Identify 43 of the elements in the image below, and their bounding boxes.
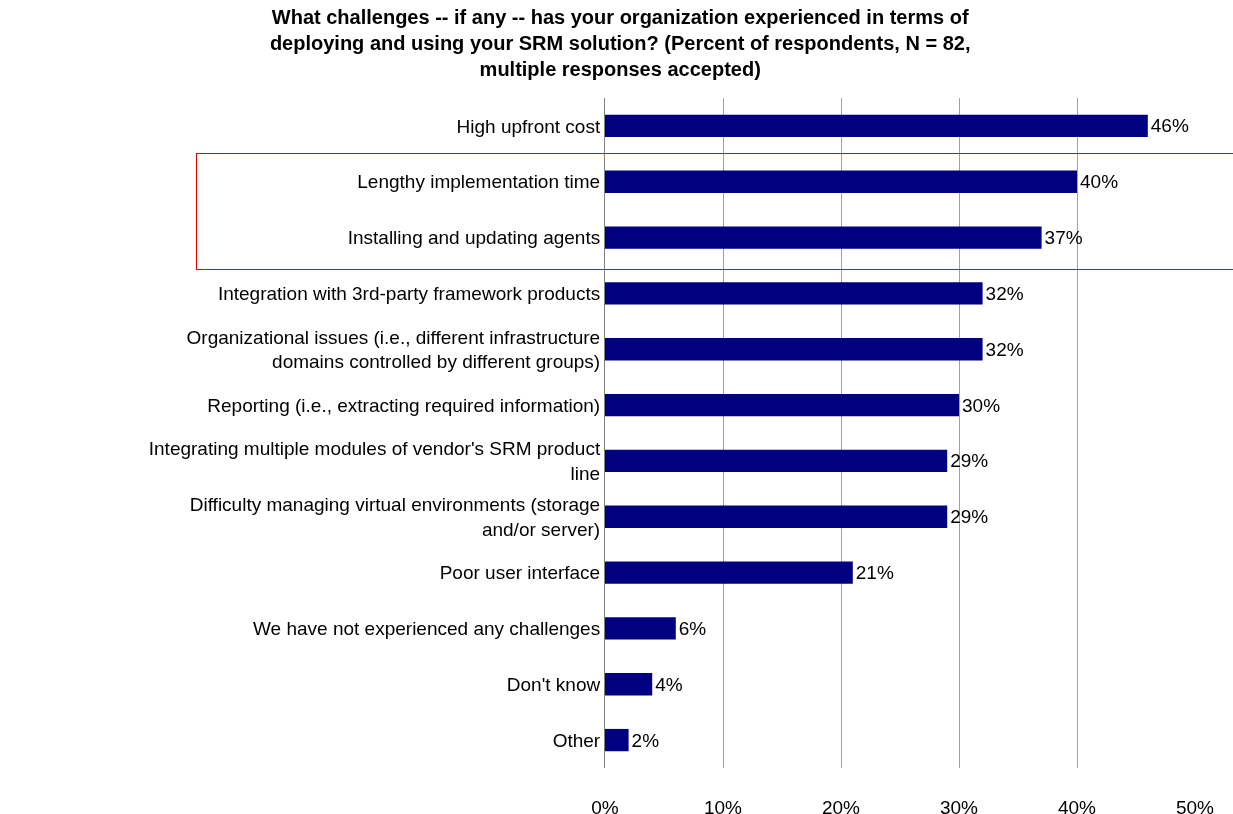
y-tick-label: Difficulty managing virtual environments (storage and/or server) [189, 494, 601, 540]
data-label: 29% [950, 506, 989, 528]
bar [605, 561, 853, 584]
bar [605, 170, 1077, 193]
y-tick-label: Lengthy implementation time [357, 171, 601, 193]
bar [605, 617, 676, 640]
data-label: 37% [1044, 227, 1083, 249]
bar [605, 282, 983, 305]
data-label: 4% [655, 673, 683, 695]
x-tick-label: 10% [703, 797, 743, 814]
data-label: 21% [855, 562, 894, 584]
data-label: 29% [950, 450, 989, 472]
data-label: 30% [962, 394, 1001, 416]
data-label: 40% [1080, 171, 1119, 193]
data-label: 32% [985, 338, 1024, 360]
y-tick-label: Other [552, 729, 601, 751]
bar [605, 226, 1042, 249]
y-tick-label: Organizational issues (i.e., different infrastructure domains controlled by different groups) [186, 326, 601, 373]
x-tick-label: 50% [1175, 797, 1215, 814]
bar [605, 338, 983, 361]
x-tick-label: 20% [821, 797, 861, 814]
y-tick-label: High upfront cost [456, 115, 601, 137]
y-tick-label: Installing and updating agents [347, 227, 601, 249]
bar [605, 505, 948, 528]
y-tick-label: Reporting (i.e., extracting required information) [207, 394, 601, 416]
data-label: 2% [631, 729, 660, 751]
data-label: 6% [678, 617, 707, 639]
y-tick-label: Integrating multiple modules of vendor's SRM product line [148, 438, 601, 484]
bar [605, 114, 1148, 138]
data-label: 46% [1150, 115, 1189, 137]
x-tick-label: 0% [591, 797, 619, 814]
y-tick-label: Integration with 3rd-party framework products [217, 283, 601, 305]
bar [605, 449, 948, 473]
bar [605, 673, 653, 696]
x-tick-label: 30% [939, 797, 979, 814]
y-tick-label: We have not experienced any challenges [253, 618, 601, 640]
data-label: 32% [985, 282, 1024, 304]
chart-title: What challenges -- if any -- has your organization experienced in terms of deploying and using your SRM solution? (Percent of respondents, N = 82, multiple responses accepted) [269, 6, 971, 81]
x-tick-label: 40% [1057, 797, 1097, 814]
y-tick-label: Poor user interface [439, 562, 601, 584]
y-tick-label: Don't know [506, 673, 601, 695]
bar [605, 393, 959, 417]
bar [605, 728, 629, 752]
